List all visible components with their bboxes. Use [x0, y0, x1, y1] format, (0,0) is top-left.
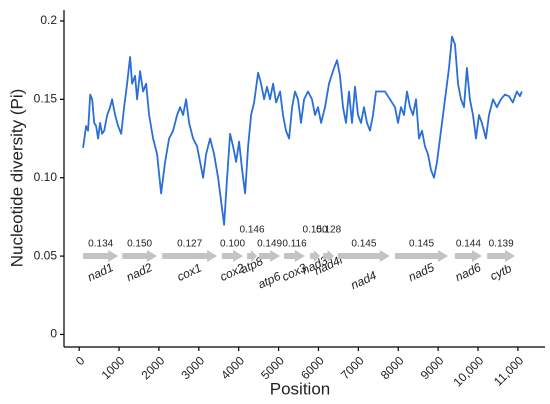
x-axis-label: Position	[270, 379, 330, 398]
gene-value-label: 0.128	[316, 225, 341, 236]
x-tick-label: 5000	[258, 353, 287, 382]
y-tick-label: 0.15	[34, 92, 58, 106]
gene-arrow	[454, 250, 482, 262]
gene-name: nad1	[85, 260, 115, 284]
gene-arrow	[83, 250, 119, 262]
gene-arrow	[259, 250, 281, 262]
gene-arrow	[338, 250, 390, 262]
gene-name: cox1	[175, 261, 204, 284]
gene-name: atp6	[256, 269, 283, 292]
gene-arrow	[247, 250, 258, 262]
gene-value-label: 0.134	[88, 239, 113, 250]
gene-value-label: 0.146	[240, 225, 265, 236]
gene-arrow	[284, 250, 305, 262]
x-tick-label: 1000	[99, 353, 128, 382]
x-tick-label: 0	[73, 353, 88, 368]
x-tick-label: 11,000	[491, 353, 526, 388]
x-tick-label: 3000	[178, 353, 207, 382]
x-tick-label: 6000	[298, 353, 327, 382]
gene-value-label: 0.149	[257, 239, 282, 250]
gene-arrow	[395, 250, 449, 262]
x-tick-label: 2000	[139, 353, 168, 382]
gene-value-label: 0.139	[489, 239, 514, 250]
gene-value-label: 0.144	[456, 239, 481, 250]
gene-value-label: 0.145	[351, 239, 376, 250]
gene-value-label: 0.150	[127, 239, 152, 250]
gene-arrow	[162, 250, 218, 262]
gene-arrow	[323, 250, 335, 262]
gene-arrow	[221, 250, 244, 262]
y-tick-label: 0.10	[34, 170, 58, 184]
x-tick-label: 10,000	[451, 353, 487, 389]
x-tick-label: 8000	[378, 353, 407, 382]
y-axis-label: Nucleotide diversity (Pi)	[7, 89, 26, 268]
x-tick-label: 4000	[218, 353, 247, 382]
gene-value-label: 0.150	[303, 225, 328, 236]
gene-name: nad5	[406, 260, 436, 284]
diversity-line	[82, 35, 523, 226]
y-tick-label: 0.2	[40, 13, 57, 27]
gene-arrow	[310, 250, 321, 262]
x-tick-label: 7000	[338, 353, 367, 382]
y-tick-label: 0	[50, 327, 57, 341]
gene-value-label: 0.127	[177, 239, 202, 250]
gene-arrow	[487, 250, 516, 262]
x-tick-label: 9000	[418, 353, 447, 382]
gene-value-label: 0.100	[220, 239, 245, 250]
gene-arrow	[122, 250, 157, 262]
gene-name: nad2	[124, 260, 154, 284]
gene-name: nad4	[349, 268, 379, 292]
gene-name: nad6	[453, 260, 483, 284]
y-tick-label: 0.05	[34, 248, 58, 262]
gene-name: cytb	[488, 261, 514, 283]
gene-value-label: 0.116	[282, 239, 307, 250]
gene-value-label: 0.145	[409, 239, 434, 250]
